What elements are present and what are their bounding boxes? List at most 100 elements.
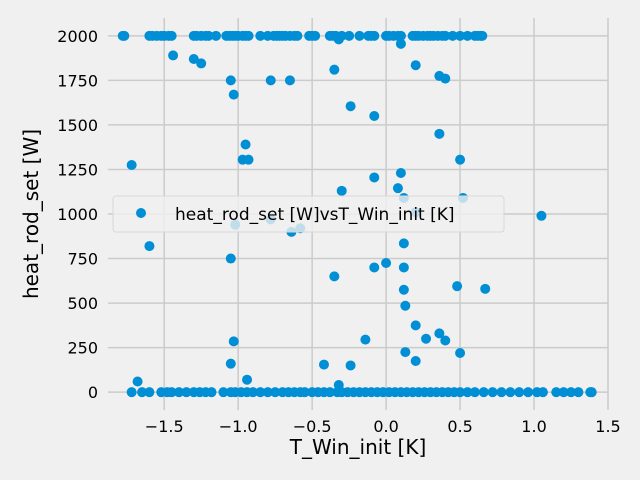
data-point bbox=[329, 271, 340, 282]
data-point bbox=[551, 387, 562, 398]
data-point bbox=[505, 387, 516, 398]
data-point bbox=[455, 154, 466, 165]
x-tick-label: 1.0 bbox=[521, 417, 546, 436]
y-tick-label: 2000 bbox=[57, 27, 98, 46]
data-point bbox=[410, 356, 421, 366]
data-point bbox=[225, 358, 236, 369]
data-point bbox=[455, 30, 466, 41]
data-point bbox=[487, 387, 498, 398]
data-point bbox=[243, 30, 254, 41]
data-point bbox=[181, 387, 192, 398]
data-point bbox=[434, 328, 445, 339]
data-point bbox=[480, 283, 491, 294]
data-point bbox=[381, 258, 392, 268]
data-point bbox=[126, 387, 137, 398]
data-point bbox=[284, 75, 295, 86]
data-point bbox=[586, 387, 597, 398]
y-tick-label: 1500 bbox=[57, 116, 98, 135]
data-point bbox=[262, 387, 273, 398]
data-point bbox=[218, 387, 229, 398]
data-point bbox=[354, 30, 365, 41]
legend: heat_rod_set [W]vsT_Win_init [K] bbox=[112, 195, 505, 233]
data-point bbox=[203, 30, 214, 41]
data-point bbox=[188, 53, 199, 64]
data-point bbox=[469, 387, 480, 398]
data-point bbox=[462, 387, 473, 398]
data-point bbox=[255, 30, 266, 41]
data-point bbox=[536, 210, 547, 221]
data-point bbox=[299, 387, 310, 398]
data-point bbox=[228, 89, 239, 100]
data-point bbox=[395, 38, 406, 49]
data-point bbox=[440, 73, 451, 84]
data-point bbox=[455, 347, 466, 358]
y-tick-label: 500 bbox=[67, 294, 98, 313]
data-point bbox=[440, 335, 451, 346]
data-point bbox=[496, 387, 507, 398]
data-point bbox=[514, 387, 525, 398]
data-point bbox=[369, 172, 380, 183]
data-point bbox=[400, 300, 411, 311]
data-point bbox=[369, 111, 380, 121]
data-point bbox=[126, 160, 137, 170]
data-point bbox=[329, 64, 340, 75]
data-point bbox=[345, 360, 356, 371]
legend-box bbox=[112, 195, 505, 233]
x-tick-label: 1.5 bbox=[595, 417, 620, 436]
data-point bbox=[318, 359, 329, 370]
data-point bbox=[523, 387, 534, 398]
data-point bbox=[398, 238, 409, 249]
data-point bbox=[455, 387, 466, 398]
data-point bbox=[225, 75, 236, 86]
data-point bbox=[132, 376, 143, 387]
data-point bbox=[395, 168, 406, 179]
data-point bbox=[392, 183, 403, 194]
data-point bbox=[345, 101, 356, 112]
data-point bbox=[434, 128, 445, 139]
data-point bbox=[398, 262, 409, 273]
y-tick-label: 250 bbox=[67, 339, 98, 358]
data-point bbox=[440, 30, 451, 41]
data-point bbox=[369, 262, 380, 273]
data-point bbox=[398, 284, 409, 295]
x-tick-label: −1.0 bbox=[219, 417, 258, 436]
data-point bbox=[206, 387, 217, 398]
data-point bbox=[166, 387, 177, 398]
data-point bbox=[410, 60, 421, 71]
y-tick-labels: 0 250 500 750 1000 1250 1500 1750 2000 bbox=[57, 27, 98, 402]
data-point bbox=[410, 320, 421, 331]
x-tick-label: −1.5 bbox=[145, 417, 184, 436]
data-point bbox=[228, 336, 239, 347]
data-point bbox=[573, 387, 584, 398]
data-point bbox=[566, 387, 577, 398]
y-axis-label: heat_rod_set [W] bbox=[19, 129, 43, 299]
data-point bbox=[310, 30, 321, 41]
x-tick-label: 0.0 bbox=[373, 417, 398, 436]
x-tick-label: −0.5 bbox=[293, 417, 332, 436]
y-tick-label: 750 bbox=[67, 250, 98, 269]
data-points bbox=[117, 30, 597, 398]
data-point bbox=[447, 30, 458, 41]
y-tick-label: 0 bbox=[88, 383, 98, 402]
data-point bbox=[478, 387, 489, 398]
y-tick-label: 1750 bbox=[57, 71, 98, 90]
data-point bbox=[292, 30, 303, 41]
data-point bbox=[462, 30, 473, 41]
data-point bbox=[168, 50, 179, 61]
data-point bbox=[324, 387, 335, 398]
legend-label: heat_rod_set [W]vsT_Win_init [K] bbox=[175, 205, 455, 225]
data-point bbox=[137, 387, 148, 398]
data-point bbox=[477, 30, 488, 41]
data-point bbox=[196, 58, 207, 69]
data-point bbox=[144, 241, 155, 252]
data-point bbox=[247, 387, 258, 398]
data-point bbox=[400, 347, 411, 358]
x-axis-label: T_Win_init [K] bbox=[289, 435, 427, 459]
data-point bbox=[242, 374, 253, 385]
data-point bbox=[240, 139, 251, 150]
y-tick-label: 1250 bbox=[57, 160, 98, 179]
data-point bbox=[166, 30, 177, 41]
data-point bbox=[270, 387, 281, 398]
data-point bbox=[237, 154, 248, 165]
